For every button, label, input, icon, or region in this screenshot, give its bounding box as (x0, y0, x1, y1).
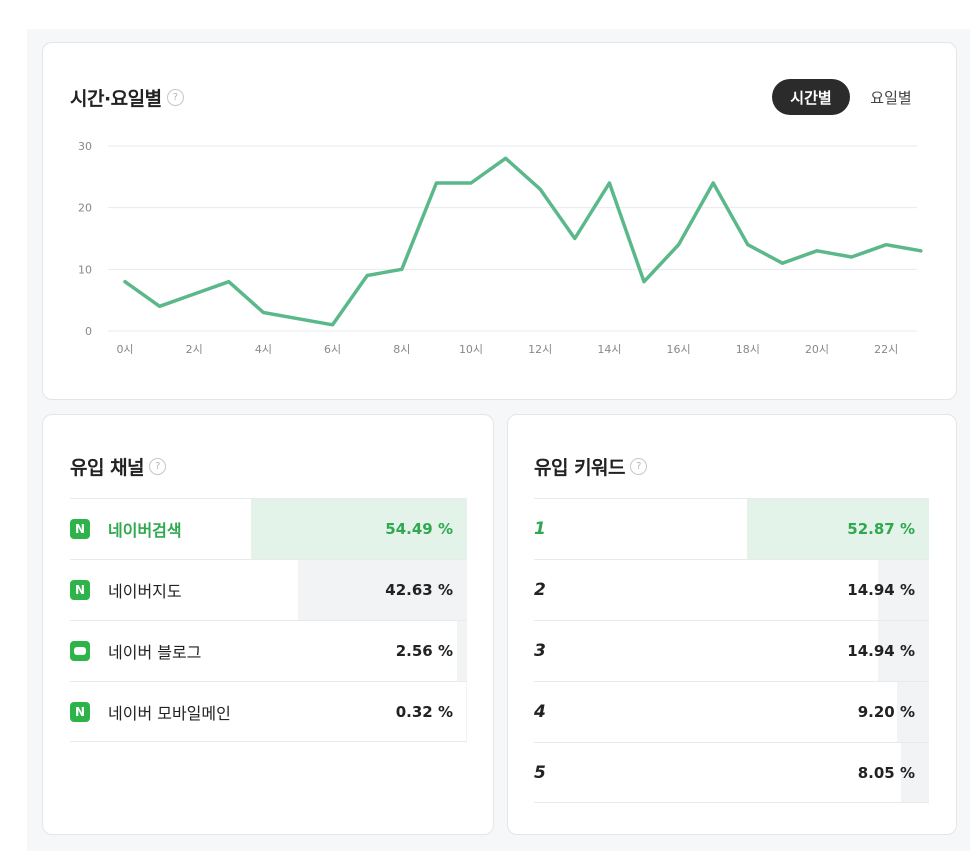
channel-row[interactable]: N 네이버 모바일메인 0.32 % (70, 681, 467, 742)
channel-name: 네이버 블로그 (108, 643, 202, 662)
x-tick-label: 6시 (324, 343, 341, 356)
help-icon[interactable]: ? (630, 458, 648, 475)
toggle-by-weekday[interactable]: 요일별 (870, 88, 912, 107)
channel-percent: 0.32 % (395, 702, 453, 721)
keyword-row[interactable]: 3 14.94 % (534, 620, 929, 681)
channel-card-title-text: 유입 채널 (70, 457, 145, 479)
help-icon[interactable]: ? (149, 458, 167, 475)
keyword-percent: 52.87 % (847, 520, 915, 538)
help-icon[interactable]: ? (166, 89, 184, 106)
share-bar (877, 560, 929, 620)
keyword-row[interactable]: 5 8.05 % (534, 742, 929, 803)
keyword-rank: 2 (534, 580, 546, 600)
keyword-row[interactable]: 2 14.94 % (534, 559, 929, 620)
keyword-percent: 8.05 % (857, 763, 915, 782)
y-tick-label: 20 (78, 202, 92, 215)
channel-row[interactable]: 네이버 블로그 2.56 % (70, 620, 467, 681)
toggle-by-hour[interactable]: 시간별 (772, 79, 850, 115)
share-bar (897, 682, 929, 742)
channel-percent: 42.63 % (385, 581, 453, 599)
channel-row[interactable]: N 네이버지도 42.63 % (70, 559, 467, 620)
keyword-row[interactable]: 4 9.20 % (534, 681, 929, 742)
channel-card-title: 유입 채널 ? (70, 453, 167, 480)
keyword-list: 1 52.87 % 2 14.94 % 3 14.94 % 4 9.20 % 5 8.05 % (534, 498, 929, 803)
keyword-rank: 4 (534, 702, 546, 722)
channel-row[interactable]: N 네이버검색 54.49 % (70, 498, 467, 559)
keyword-card-title-text: 유입 키워드 (534, 457, 626, 479)
channel-label: N 네이버지도 (70, 578, 182, 602)
share-bar (456, 621, 467, 681)
time-card-title: 시간·요일별 ? (70, 84, 184, 111)
series-line (123, 156, 923, 327)
hourly-line-chart: 0 10 20 30 0시 2시 4시 6시 8시 10시 12시 14시 16시 18시 20시 22시 (78, 140, 923, 356)
x-tick-label: 22시 (874, 343, 898, 356)
x-tick-label: 4시 (255, 343, 272, 356)
channel-name: 네이버지도 (108, 582, 182, 601)
share-bar (298, 560, 467, 620)
x-tick-label: 2시 (186, 343, 203, 356)
channel-label: N 네이버검색 (70, 517, 182, 541)
keyword-card-title: 유입 키워드 ? (534, 453, 648, 480)
channel-label: N 네이버 모바일메인 (70, 700, 231, 724)
keyword-rank: 5 (534, 762, 546, 783)
x-tick-label: 8시 (393, 343, 410, 356)
x-tick-label: 20시 (805, 343, 829, 356)
keyword-percent: 9.20 % (857, 703, 915, 721)
naver-icon: N (70, 701, 90, 722)
x-tick-label: 12시 (528, 343, 552, 356)
share-bar (901, 743, 929, 802)
share-bar (747, 499, 929, 559)
x-tick-label: 16시 (667, 343, 691, 356)
channel-percent: 54.49 % (385, 520, 453, 538)
x-tick-label: 14시 (597, 343, 621, 356)
channel-name: 네이버검색 (108, 521, 182, 540)
x-tick-label: 0시 (116, 343, 133, 356)
naver-icon: N (70, 580, 90, 600)
x-tick-label: 10시 (459, 343, 483, 356)
time-card-title-text: 시간·요일별 (70, 88, 162, 110)
naver-blog-icon (70, 641, 90, 661)
channel-percent: 2.56 % (395, 642, 453, 660)
channel-name: 네이버 모바일메인 (108, 703, 231, 723)
share-bar (251, 499, 467, 559)
channel-label: 네이버 블로그 (70, 639, 201, 663)
y-tick-label: 0 (85, 325, 92, 338)
channel-list: N 네이버검색 54.49 % N 네이버지도 42.63 % 네이버 블로그 2.56 % N… (70, 498, 467, 742)
keyword-rank: 3 (534, 641, 546, 661)
keyword-rank: 1 (534, 519, 546, 539)
keyword-percent: 14.94 % (847, 581, 915, 599)
keyword-row[interactable]: 1 52.87 % (534, 498, 929, 559)
y-tick-label: 10 (78, 263, 92, 276)
y-tick-label: 30 (78, 140, 92, 153)
share-bar (465, 682, 467, 741)
share-bar (877, 621, 929, 681)
channel-card (42, 414, 494, 835)
naver-icon: N (70, 519, 90, 539)
x-tick-label: 18시 (736, 343, 760, 356)
keyword-percent: 14.94 % (847, 642, 915, 660)
